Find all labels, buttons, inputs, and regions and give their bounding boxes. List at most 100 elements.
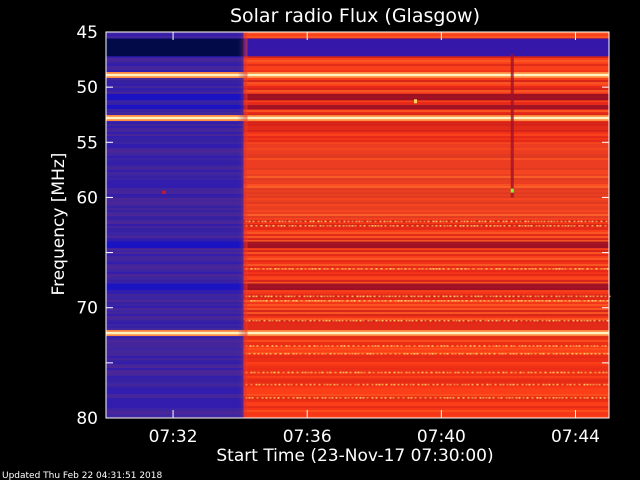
- interference-dot: [538, 299, 541, 302]
- row-active: [243, 34, 609, 37]
- interference-dot: [435, 268, 438, 270]
- interference-dot: [314, 371, 317, 374]
- interference-dot: [539, 371, 542, 374]
- interference-dot: [557, 225, 560, 227]
- interference-dot: [331, 397, 334, 399]
- interference-dot: [326, 295, 329, 298]
- interference-dot: [250, 268, 253, 270]
- row-quiet: [106, 126, 244, 129]
- interference-dot: [561, 383, 564, 386]
- row-active: [243, 366, 609, 369]
- interference-dot: [512, 299, 515, 302]
- row-active: [243, 316, 609, 319]
- interference-dot: [569, 345, 572, 347]
- row-quiet: [106, 134, 244, 137]
- row-active: [243, 58, 609, 61]
- interference-dot: [282, 397, 285, 399]
- interference-dot: [424, 352, 427, 355]
- interference-dot: [409, 383, 412, 386]
- chart-title: Solar radio Flux (Glasgow): [230, 5, 480, 27]
- interference-dot: [390, 345, 393, 347]
- interference-dot: [277, 225, 280, 227]
- interference-dot: [431, 225, 434, 227]
- interference-dot: [489, 295, 492, 298]
- row-quiet: [106, 68, 244, 71]
- row-quiet: [106, 170, 244, 173]
- interference-dot: [412, 220, 415, 223]
- interference-dot: [408, 268, 411, 270]
- interference-dot: [287, 352, 290, 355]
- dark-band-quiet: [106, 104, 244, 110]
- interference-dot: [255, 383, 258, 386]
- interference-dot: [575, 299, 578, 302]
- interference-dot: [567, 225, 570, 227]
- interference-dot: [346, 295, 349, 298]
- row-active: [243, 404, 609, 407]
- dark-band-active: [243, 283, 609, 291]
- interference-dot: [426, 225, 429, 227]
- row-quiet: [106, 208, 244, 211]
- interference-dot: [309, 295, 312, 298]
- interference-dot: [439, 220, 442, 223]
- interference-dot: [492, 220, 495, 223]
- interference-dot: [586, 268, 589, 270]
- row-quiet: [106, 264, 244, 267]
- row-active: [243, 264, 609, 267]
- row-quiet: [106, 152, 244, 155]
- interference-dot: [425, 295, 428, 298]
- interference-dot: [536, 397, 539, 399]
- interference-dot: [335, 299, 338, 302]
- row-active: [243, 152, 609, 155]
- interference-dot: [515, 397, 518, 399]
- interference-dot: [593, 319, 596, 322]
- interference-dot: [491, 299, 494, 302]
- row-active: [243, 318, 609, 321]
- interference-dot: [464, 383, 467, 386]
- interference-dot: [580, 371, 583, 374]
- interference-dot: [500, 299, 503, 302]
- interference-dot: [457, 299, 460, 302]
- row-active: [243, 282, 609, 285]
- interference-dot: [456, 268, 459, 270]
- row-quiet: [106, 88, 244, 91]
- interference-dot: [469, 345, 472, 347]
- interference-dot: [250, 383, 253, 386]
- interference-dot: [360, 268, 363, 270]
- interference-dot: [528, 299, 531, 302]
- row-active: [243, 304, 609, 307]
- row-active: [243, 236, 609, 239]
- interference-dot: [456, 295, 459, 298]
- interference-dot: [515, 220, 518, 223]
- row-active: [243, 258, 609, 261]
- row-quiet: [106, 278, 244, 281]
- interference-dot: [508, 268, 511, 270]
- interference-dot: [266, 383, 269, 386]
- interference-dot: [377, 371, 380, 374]
- interference-dot: [269, 268, 272, 270]
- interference-dot: [590, 345, 593, 347]
- interference-dot: [397, 299, 400, 302]
- isolated-point: [414, 99, 417, 104]
- interference-dot: [318, 383, 321, 386]
- interference-dot: [320, 299, 323, 302]
- interference-dot: [363, 225, 366, 227]
- row-quiet: [106, 280, 244, 283]
- interference-dot: [380, 397, 383, 399]
- interference-dot: [347, 397, 350, 399]
- interference-dot: [487, 319, 490, 322]
- interference-dot: [497, 397, 500, 399]
- row-active: [243, 148, 609, 151]
- interference-dot: [358, 299, 361, 302]
- interference-dot: [311, 268, 314, 270]
- interference-dot: [320, 345, 323, 347]
- row-active: [243, 344, 609, 347]
- interference-dot: [539, 345, 542, 347]
- interference-dot: [323, 383, 326, 386]
- row-quiet: [106, 144, 244, 147]
- interference-dot: [427, 383, 430, 386]
- plot-area: [106, 32, 611, 419]
- interference-dot: [583, 319, 586, 322]
- interference-dot: [565, 345, 568, 347]
- row-quiet: [106, 370, 244, 373]
- interference-dot: [337, 352, 340, 355]
